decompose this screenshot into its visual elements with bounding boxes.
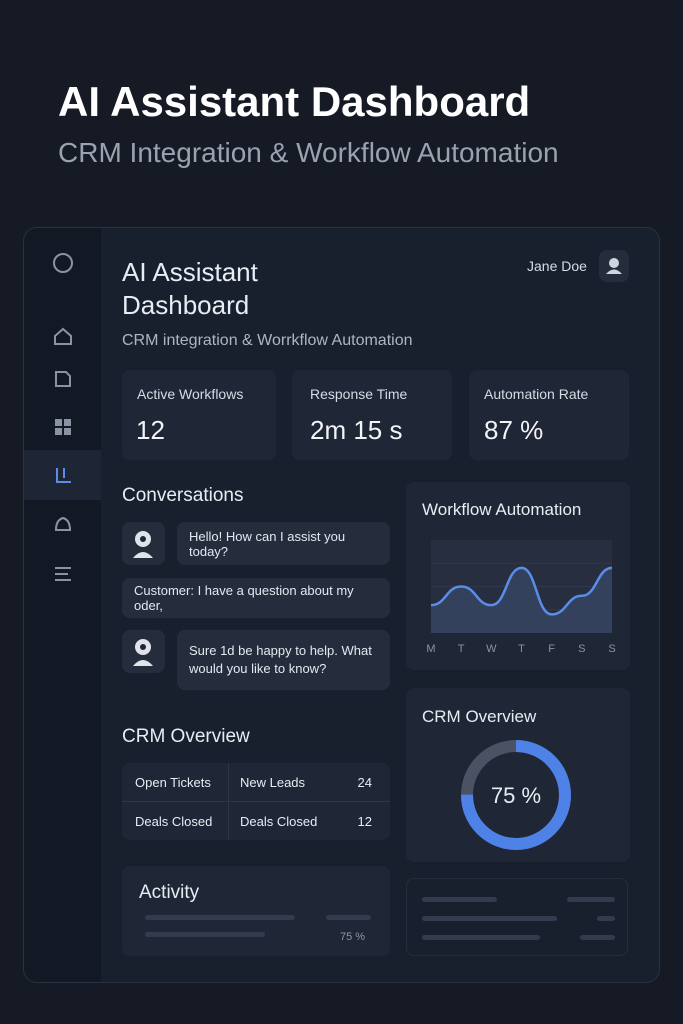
stat-card: Automation Rate 87 % (469, 370, 629, 460)
activity-card: Activity 75 % (122, 866, 390, 956)
activity-label: 75 % (340, 931, 366, 943)
message: Customer: I have a question about my ode… (122, 578, 390, 618)
stat-label: Active Workflows (137, 386, 244, 402)
file-icon[interactable] (55, 371, 71, 387)
section-title: CRM Overview (122, 726, 250, 747)
user-avatar[interactable] (599, 250, 629, 282)
placeholder-card (406, 878, 628, 956)
x-tick-label: T (458, 643, 465, 655)
x-tick-label: W (486, 643, 497, 655)
sidebar (24, 228, 101, 982)
donut-card: CRM Overview 75 % (406, 688, 630, 862)
stat-card: Active Workflows 12 (122, 370, 276, 460)
cell: Open Tickets (135, 775, 211, 790)
x-tick-label: S (578, 643, 585, 655)
cell: New Leads (240, 775, 306, 790)
donut-chart (461, 740, 571, 850)
menu-icon[interactable] (55, 567, 71, 581)
x-tick-label: F (548, 643, 555, 655)
cell: 12 (357, 814, 372, 829)
bot-avatar (122, 630, 165, 673)
stat-value: 12 (136, 415, 165, 445)
chart-card: Workflow Automation M T W T F S S (406, 482, 630, 670)
page-title: AI Assistant Dashboard (58, 78, 531, 125)
panel-title: AI Assistant Dashboard (122, 257, 258, 320)
logo (53, 253, 73, 273)
stat-value: 87 % (484, 415, 544, 445)
donut-label: 75 % (490, 783, 542, 808)
active-nav[interactable] (24, 450, 101, 500)
stat-label: Automation Rate (484, 386, 589, 402)
x-tick-label: S (608, 643, 615, 655)
line (430, 566, 613, 616)
line-area (431, 567, 612, 633)
crm-table: Open Tickets New Leads 24 Deals Closed D… (122, 763, 390, 840)
cell: Deals Closed (135, 814, 213, 829)
donut-title: CRM Overview (422, 707, 537, 726)
message: Hello! How can I assist you today? (177, 522, 390, 565)
message: Sure 1d be happy to help. What would you… (177, 630, 390, 690)
chart-icon[interactable] (56, 468, 71, 483)
stat-card: Response Time 2m 15 s (292, 370, 452, 460)
sidebar-icons (24, 253, 101, 581)
section-title: Conversations (122, 485, 244, 506)
x-tick-label: T (518, 643, 525, 655)
x-tick-label: M (426, 643, 435, 655)
grid-icon[interactable] (55, 419, 71, 435)
cell: Deals Closed (240, 814, 318, 829)
donut-arc (461, 740, 571, 850)
chart-title: Workflow Automation (422, 500, 582, 519)
bot-avatar (122, 522, 165, 565)
user-name[interactable]: Jane Doe (527, 258, 587, 274)
stat-label: Response Time (310, 386, 408, 402)
cloud-icon[interactable] (54, 516, 72, 531)
activity-title: Activity (139, 882, 200, 903)
stat-value: 2m 15 s (310, 415, 403, 445)
page-subtitle: CRM Integration & Workflow Automation (58, 137, 559, 168)
cell: 24 (357, 775, 372, 790)
panel-subtitle: CRM integration & Worrkflow Automation (122, 332, 413, 349)
home-icon[interactable] (54, 327, 72, 345)
